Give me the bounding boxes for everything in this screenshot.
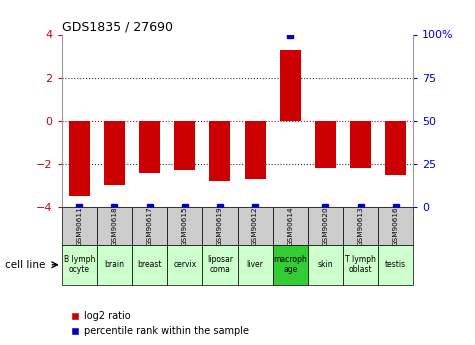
- Bar: [104, 121, 125, 186]
- Bar: [62, 245, 97, 285]
- Bar: [273, 245, 308, 285]
- Bar: [280, 50, 301, 121]
- Bar: [308, 245, 343, 285]
- Text: testis: testis: [385, 260, 406, 269]
- Bar: [62, 207, 97, 245]
- Text: breast: breast: [137, 260, 162, 269]
- Bar: [343, 245, 378, 285]
- Bar: [350, 121, 371, 168]
- Bar: [385, 121, 406, 175]
- Text: GSM90619: GSM90619: [217, 206, 223, 246]
- Text: GSM90611: GSM90611: [76, 206, 82, 246]
- Text: GSM90617: GSM90617: [147, 206, 152, 246]
- Bar: [273, 207, 308, 245]
- Text: T lymph
oblast: T lymph oblast: [345, 255, 376, 275]
- Text: GDS1835 / 27690: GDS1835 / 27690: [62, 20, 173, 33]
- Text: GSM90618: GSM90618: [112, 206, 117, 246]
- Bar: [97, 207, 132, 245]
- Bar: [343, 207, 378, 245]
- Text: GSM90620: GSM90620: [323, 206, 328, 246]
- Bar: [69, 121, 90, 196]
- Bar: [315, 121, 336, 168]
- Bar: [245, 121, 266, 179]
- Text: brain: brain: [104, 260, 124, 269]
- Text: GSM90616: GSM90616: [393, 206, 399, 246]
- Bar: [202, 207, 238, 245]
- Bar: [202, 245, 238, 285]
- Legend: log2 ratio, percentile rank within the sample: log2 ratio, percentile rank within the s…: [66, 307, 253, 340]
- Text: cervix: cervix: [173, 260, 196, 269]
- Text: B lymph
ocyte: B lymph ocyte: [64, 255, 95, 275]
- Text: GSM90613: GSM90613: [358, 206, 363, 246]
- Bar: [238, 207, 273, 245]
- Text: GSM90615: GSM90615: [182, 206, 188, 246]
- Text: cell line: cell line: [5, 260, 45, 270]
- Bar: [167, 207, 202, 245]
- Text: macroph
age: macroph age: [273, 255, 307, 275]
- Text: GSM90612: GSM90612: [252, 206, 258, 246]
- Text: liposar
coma: liposar coma: [207, 255, 233, 275]
- Bar: [378, 245, 413, 285]
- Bar: [209, 121, 230, 181]
- Bar: [132, 245, 167, 285]
- Bar: [97, 245, 132, 285]
- Text: skin: skin: [318, 260, 333, 269]
- Bar: [238, 245, 273, 285]
- Bar: [139, 121, 160, 172]
- Bar: [174, 121, 195, 170]
- Text: GSM90614: GSM90614: [287, 206, 293, 246]
- Bar: [167, 245, 202, 285]
- Text: liver: liver: [247, 260, 264, 269]
- Bar: [378, 207, 413, 245]
- Bar: [132, 207, 167, 245]
- Bar: [308, 207, 343, 245]
